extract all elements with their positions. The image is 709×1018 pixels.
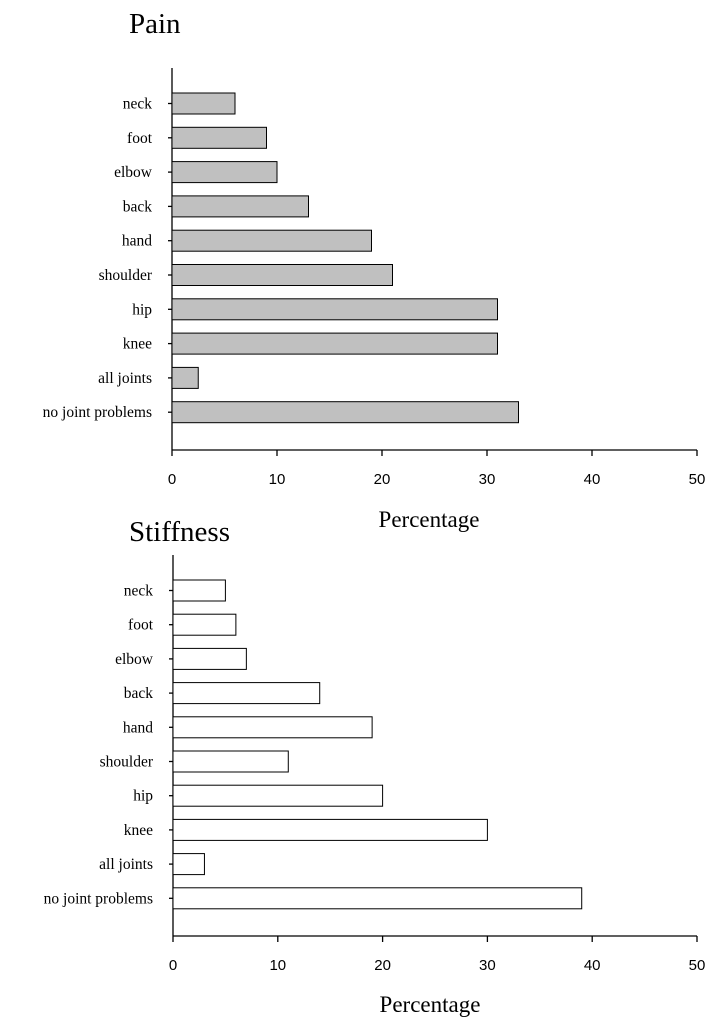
pain-x-tick-label: 50 — [689, 471, 706, 488]
pain-bar-neck — [171, 92, 236, 115]
stiffness-category-label: elbow — [115, 651, 154, 668]
pain-chart: Pain neck foot elbow back hand shoulder hip knee… — [43, 8, 706, 532]
stiffness-category-label: no joint problems — [44, 890, 153, 907]
pain-bar-hip — [171, 298, 498, 321]
stiffness-chart: Stiffness neck foot elbow back hand shoulder hi… — [44, 516, 706, 1017]
stiffness-x-tick-label: 30 — [479, 957, 496, 974]
pain-bar-shoulder — [171, 264, 393, 286]
stiffness-category-label: all joints — [99, 856, 153, 873]
stiffness-category-label: hip — [133, 788, 153, 805]
stiffness-bar-hip — [172, 784, 384, 807]
pain-x-axis-label: Percentage — [379, 507, 480, 532]
pain-x-tick-label: 10 — [269, 471, 286, 488]
pain-x-tick-label: 40 — [584, 471, 601, 488]
pain-bar-elbow — [171, 161, 278, 184]
pain-x-tick-label: 0 — [168, 471, 176, 488]
stiffness-x-tick-label: 50 — [689, 957, 706, 974]
pain-x-tick-label: 20 — [374, 471, 391, 488]
stiffness-bar-neck — [172, 579, 226, 602]
stiffness-category-label: neck — [124, 583, 154, 600]
stiffness-category-label: hand — [123, 719, 153, 736]
pain-bar-hand — [171, 229, 372, 252]
stiffness-bar-all-joints — [172, 853, 205, 876]
pain-category-label: shoulder — [99, 267, 153, 284]
stiffness-category-label: knee — [124, 822, 153, 839]
pain-category-label: all joints — [98, 370, 152, 387]
pain-bar-no-joint-problems — [171, 401, 519, 424]
stiffness-bar-shoulder — [172, 750, 289, 773]
stiffness-category-label: back — [124, 685, 154, 702]
pain-chart-title: Pain — [129, 8, 181, 40]
stiffness-x-tick-label: 40 — [584, 957, 601, 974]
stiffness-bar-knee — [172, 818, 488, 841]
pain-x-tick-label: 30 — [479, 471, 496, 488]
pain-category-label: neck — [123, 96, 153, 113]
pain-category-label: hand — [122, 233, 152, 250]
pain-bar-all-joints — [171, 366, 199, 389]
stiffness-bar-no-joint-problems — [172, 887, 583, 910]
stiffness-x-tick-label: 0 — [169, 957, 177, 974]
stiffness-x-tick-label: 20 — [374, 957, 391, 974]
stiffness-chart-title: Stiffness — [129, 516, 230, 548]
stiffness-bar-hand — [172, 716, 373, 739]
pain-bar-back — [171, 195, 309, 218]
pain-bar-foot — [171, 126, 267, 149]
stiffness-x-tick-label: 10 — [269, 957, 286, 974]
stiffness-category-label: foot — [128, 617, 154, 634]
pain-bar-knee — [171, 332, 498, 355]
pain-category-label: no joint problems — [43, 404, 152, 421]
pain-category-label: hip — [132, 301, 152, 318]
pain-category-label: elbow — [114, 164, 153, 181]
stiffness-bar-back — [172, 682, 321, 705]
pain-category-label: foot — [127, 130, 153, 147]
stiffness-bar-elbow — [172, 647, 247, 670]
stiffness-bar-foot — [172, 613, 237, 636]
stiffness-category-label: shoulder — [100, 754, 154, 771]
stiffness-x-axis-label: Percentage — [380, 992, 481, 1017]
pain-category-label: knee — [123, 336, 152, 353]
pain-category-label: back — [123, 198, 153, 215]
